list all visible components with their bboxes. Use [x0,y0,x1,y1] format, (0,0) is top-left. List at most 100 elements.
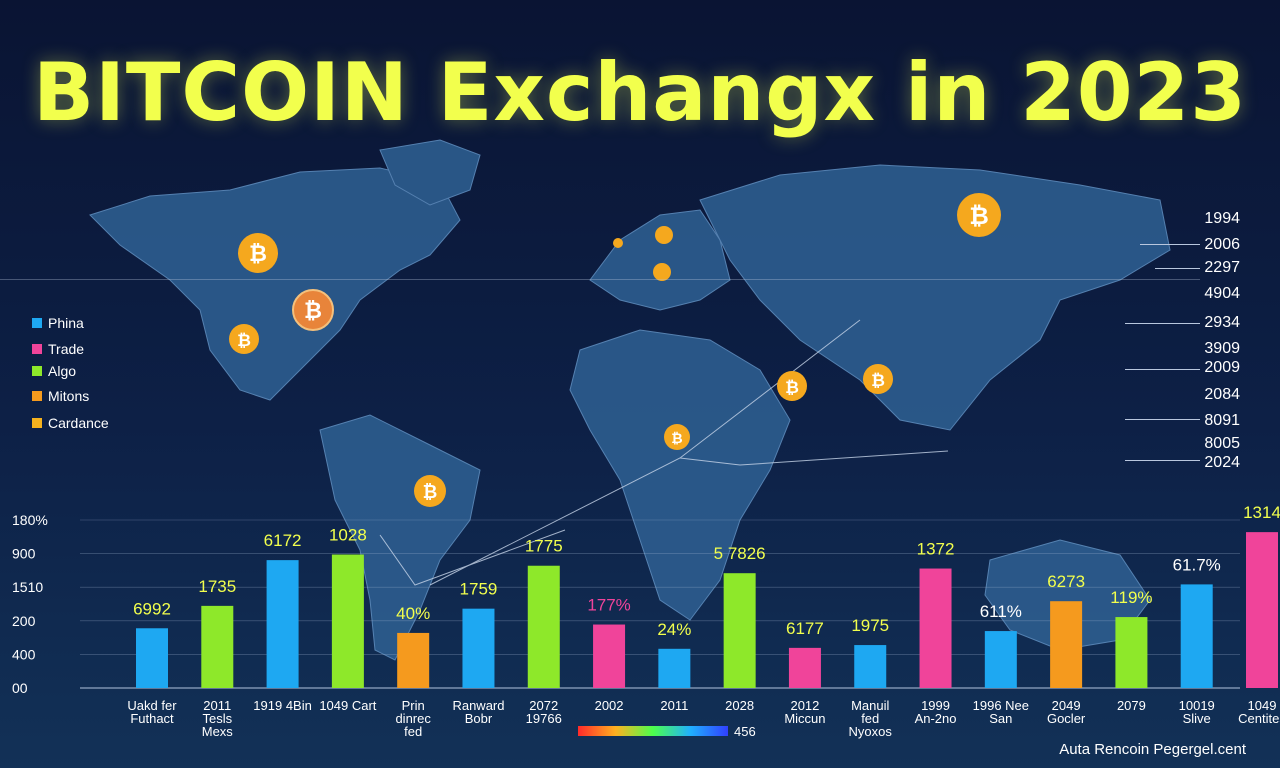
footnote: Auta Rencoin Pegergel.cent [1059,741,1246,758]
colorbar [578,726,728,736]
x-tick-label: 2012 [790,698,819,713]
bar [723,573,756,688]
legend-item: Algo [32,362,76,380]
bar [919,568,952,688]
x-tick-label: 10019 [1179,698,1215,713]
y-tick-label: 1510 [12,579,43,595]
bar-value-label: 1028 [329,526,367,545]
bar-value-label: 1975 [851,616,889,635]
bar-value-label: 1372 [917,540,955,559]
y-tick-label: 00 [12,680,28,696]
bitcoin-icon [777,371,807,401]
bar [1246,532,1278,688]
y-tick-label: 200 [12,613,36,629]
legend-item: Trade [32,340,84,358]
year-leader-line [1140,244,1200,245]
x-tick-label: Nyoxos [849,724,893,739]
side-year: 2934 [1204,314,1240,331]
x-tick-label: 19766 [526,711,562,726]
x-tick-label: 1049 [1248,698,1277,713]
year-leader-line [1125,460,1200,461]
bar-value-label: 24% [657,620,691,639]
asia-landmass [699,164,1171,431]
bitcoin-markers: ₿ ₿ ₿ ₿ ₿ ₿ ₿ ₿ [229,193,1001,507]
side-year: 8005 [1204,435,1240,452]
bar-value-label: 119% [1110,588,1152,607]
x-tick-label: 1996 Nee [973,698,1029,713]
bar-value-label: 6172 [264,531,302,550]
bar-value-label: 1759 [460,580,498,599]
year-leader-line [1155,268,1200,269]
bitcoin-icon [653,263,671,281]
x-tick-label: 2011 [203,698,231,713]
bitcoin-icon: ₿ [785,378,799,398]
legend-label: Algo [48,363,77,379]
x-tick-label: 2028 [725,698,754,713]
legend-swatch [32,366,42,376]
bar-value-label: 61.7% [1173,555,1221,574]
bar [527,565,560,688]
legend-swatch [32,391,42,401]
legend-item: Phina [32,314,84,332]
bar-value-label: 40% [396,604,430,623]
side-year: 2006 [1204,236,1240,253]
bar [658,648,691,688]
x-tick-label: 2072 [529,698,558,713]
bitcoin-icon: ₿ [249,242,267,267]
legend-label: Phina [48,315,84,331]
side-year: 2084 [1204,386,1240,403]
x-tick-label: An-2no [915,711,957,726]
bar [854,645,887,688]
bar-value-label: 1735 [198,577,236,596]
africa-landmass [569,329,791,621]
x-tick-label: 2011 [660,698,688,713]
south-america-landmass [319,414,481,661]
x-tick-label: fed [861,711,879,726]
north-america-landmass [89,167,461,401]
side-year: 2024 [1204,454,1240,471]
x-tick-label: Slive [1183,711,1211,726]
bitcoin-icon [292,289,334,331]
x-tick-label: San [989,711,1012,726]
bar [462,608,495,688]
side-year: 4904 [1204,285,1240,302]
legend-swatch [32,344,42,354]
bar [331,554,364,688]
bitcoin-icon [863,364,893,394]
bar [201,605,234,688]
x-tick-label: dinrec [395,711,431,726]
legend-item: Cardance [32,414,109,432]
x-tick-label: Mexs [202,724,234,739]
bitcoin-icon: ₿ [969,202,989,230]
y-tick-label: 400 [12,646,36,662]
x-tick-label: fed [404,724,422,739]
legend-swatch [32,318,42,328]
chart-title: BITCOIN Exchangx in 2023 [33,46,1247,139]
legend-item: Mitons [32,387,89,405]
side-year: 1994 [1204,210,1240,227]
x-tick-label: 2079 [1117,698,1146,713]
year-leader-line [1125,369,1200,370]
legend-guide-line [0,279,1200,280]
bar-value-label: 611% [980,602,1022,621]
bar-value-label: 5 7826 [714,544,766,563]
bar [1115,617,1148,688]
bitcoin-icon: ₿ [304,299,322,324]
x-tick-label: Futhact [130,711,174,726]
side-year: 3909 [1204,340,1240,357]
bar-value-label: 1775 [525,537,563,556]
year-leader-line [1125,323,1200,324]
bar-value-label: 6273 [1047,572,1085,591]
x-tick-label: Ranward [452,698,504,713]
x-tick-label: Miccun [784,711,825,726]
x-tick-label: 2049 [1052,698,1081,713]
x-tick-label: Tesls [202,711,232,726]
bitcoin-icon [229,324,259,354]
side-year: 2009 [1204,359,1240,376]
y-tick-label: 180% [12,512,48,528]
connection-line [379,529,566,586]
x-tick-label: Uakd fer [127,698,177,713]
colorbar-max-label: 456 [734,724,756,739]
